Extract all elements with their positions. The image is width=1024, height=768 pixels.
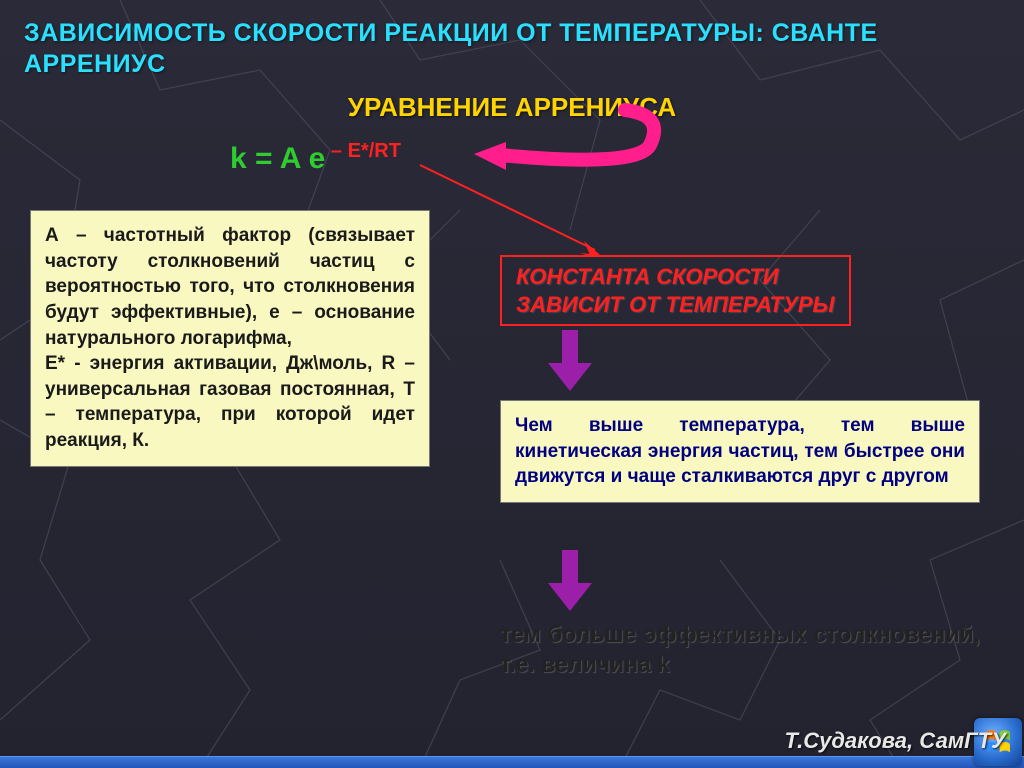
purple-arrow-2-icon bbox=[540, 545, 600, 615]
explanation-box: Чем выше температура, тем выше кинетичес… bbox=[500, 400, 980, 503]
purple-arrow-1-icon bbox=[540, 325, 600, 395]
arrhenius-formula: k = A e – E*/RT bbox=[230, 140, 401, 176]
formula-exponent: – E*/RT bbox=[325, 140, 401, 162]
author-credit: Т.Судакова, СамГТУ bbox=[784, 728, 1006, 754]
rate-line1: КОНСТАНТА СКОРОСТИ bbox=[516, 264, 779, 289]
rate-constant-box: КОНСТАНТА СКОРОСТИ ЗАВИСИТ ОТ ТЕМПЕРАТУР… bbox=[500, 255, 851, 326]
main-title: ЗАВИСИМОСТЬ СКОРОСТИ РЕАКЦИИ ОТ ТЕМПЕРАТ… bbox=[24, 18, 1000, 81]
definitions-text-2: Е* - энергия активации, Дж\моль, R – уни… bbox=[45, 353, 415, 451]
slide: ЗАВИСИМОСТЬ СКОРОСТИ РЕАКЦИИ ОТ ТЕМПЕРАТ… bbox=[0, 0, 1024, 768]
definitions-text-1: А – частотный фактор (связывает частоту … bbox=[45, 225, 415, 349]
formula-base: k = A e bbox=[230, 142, 325, 175]
rate-line2: ЗАВИСИТ ОТ ТЕМПЕРАТУРЫ bbox=[516, 292, 835, 317]
red-thin-arrow-icon bbox=[400, 155, 620, 265]
explanation-text: Чем выше температура, тем выше кинетичес… bbox=[515, 415, 965, 487]
conclusion-text: тем больше эффективных столкновений, т.е… bbox=[500, 620, 980, 680]
definitions-box: А – частотный фактор (связывает частоту … bbox=[30, 210, 430, 467]
